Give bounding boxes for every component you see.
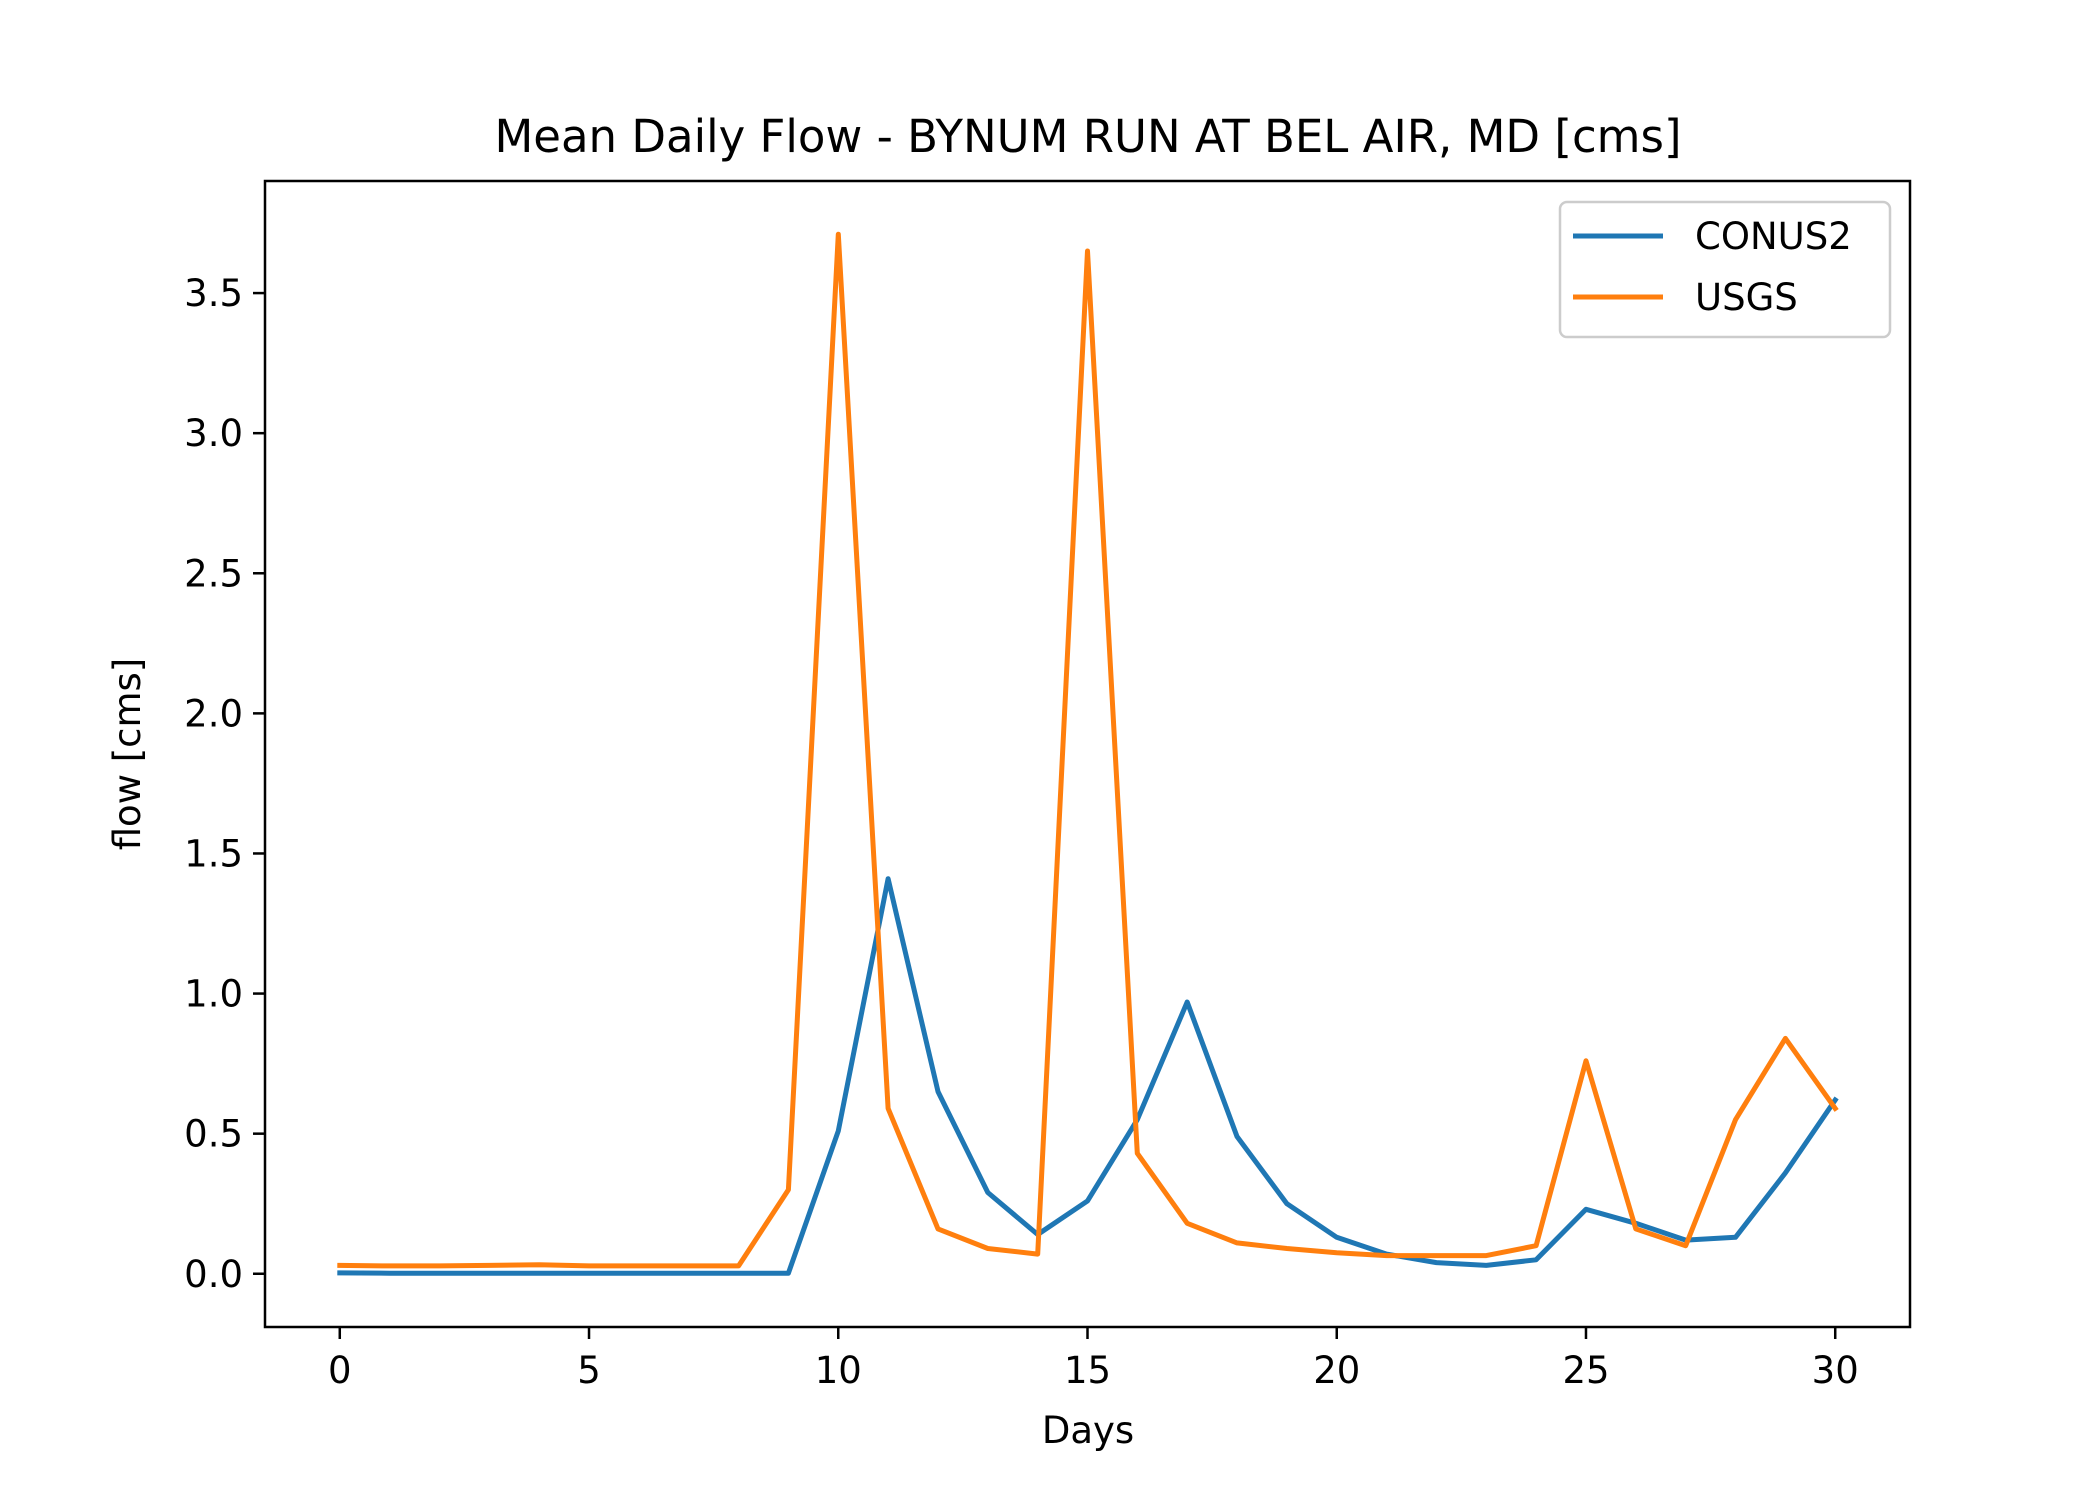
legend: CONUS2 USGS xyxy=(1558,200,1892,339)
x-tick-label: 25 xyxy=(1562,1349,1609,1392)
x-tick-label: 10 xyxy=(815,1349,862,1392)
y-tick-label: 0.5 xyxy=(184,1113,243,1156)
y-tick-label: 1.5 xyxy=(184,832,243,875)
y-axis-label: flow [cms] xyxy=(106,658,149,851)
chart-title: Mean Daily Flow - BYNUM RUN AT BEL AIR, … xyxy=(494,110,1681,163)
series-line-conus2 xyxy=(337,876,1839,1276)
x-axis-ticks: 0 5 10 15 20 25 30 xyxy=(328,1327,1859,1392)
y-tick-label: 1.0 xyxy=(184,973,243,1016)
y-axis-ticks: 0.0 0.5 1.0 1.5 2.0 2.5 3.0 3.5 xyxy=(184,272,265,1296)
x-tick-label: 15 xyxy=(1064,1349,1111,1392)
y-tick-label: 3.5 xyxy=(184,272,243,315)
x-tick-label: 0 xyxy=(328,1349,352,1392)
series-line-usgs xyxy=(337,231,1839,1269)
x-axis-label: Days xyxy=(1042,1409,1134,1452)
x-tick-label: 20 xyxy=(1313,1349,1360,1392)
legend-label-usgs: USGS xyxy=(1695,276,1798,319)
legend-label-conus2: CONUS2 xyxy=(1695,215,1852,258)
y-tick-label: 3.0 xyxy=(184,412,243,455)
y-tick-label: 2.0 xyxy=(184,692,243,735)
series-layer xyxy=(337,231,1839,1276)
x-tick-label: 30 xyxy=(1812,1349,1859,1392)
y-tick-label: 0.0 xyxy=(184,1253,243,1296)
x-tick-label: 5 xyxy=(577,1349,601,1392)
y-tick-label: 2.5 xyxy=(184,552,243,595)
